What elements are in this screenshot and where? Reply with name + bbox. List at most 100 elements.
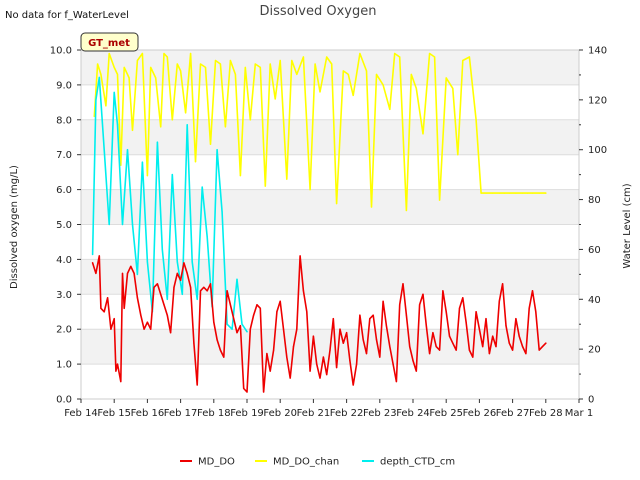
data-point xyxy=(219,349,222,351)
data-point xyxy=(180,70,182,72)
legend-label: MD_DO xyxy=(198,457,235,468)
data-point xyxy=(115,370,117,372)
data-point xyxy=(121,272,124,274)
data-point xyxy=(183,262,185,264)
data-point xyxy=(319,91,321,93)
data-point xyxy=(191,261,193,263)
data-point xyxy=(429,353,431,355)
data-point xyxy=(282,328,285,330)
data-point xyxy=(319,377,321,379)
data-point xyxy=(442,290,444,292)
data-point xyxy=(116,73,119,76)
data-point xyxy=(289,377,291,379)
series-line-md-do-chan xyxy=(93,52,547,212)
data-point xyxy=(120,380,122,383)
data-point xyxy=(186,272,188,274)
data-point xyxy=(186,124,188,126)
data-point xyxy=(214,59,217,62)
grid-lines xyxy=(81,49,579,400)
data-point xyxy=(515,192,517,194)
data-point xyxy=(531,192,534,194)
data-point xyxy=(399,56,401,58)
data-point xyxy=(272,349,275,351)
data-point xyxy=(256,304,258,306)
data-point xyxy=(259,66,261,69)
y-tick-label: 4.0 xyxy=(56,255,72,266)
data-point xyxy=(286,178,288,180)
data-point xyxy=(433,56,436,58)
y2-tick-label: 0 xyxy=(588,395,594,406)
data-point xyxy=(365,353,368,355)
data-point xyxy=(385,325,388,327)
data-point xyxy=(108,52,110,55)
data-point xyxy=(128,77,130,79)
x-tick-label: Feb 21 xyxy=(297,408,331,419)
y-tick-label: 1.0 xyxy=(56,360,72,371)
data-point xyxy=(375,339,378,341)
data-point xyxy=(415,370,417,372)
data-point xyxy=(438,349,441,351)
data-point xyxy=(233,318,235,320)
data-point xyxy=(146,175,148,177)
data-point xyxy=(291,59,293,62)
y2-tick-label: 140 xyxy=(588,46,607,57)
data-point xyxy=(206,236,208,238)
data-point xyxy=(141,52,144,55)
data-point xyxy=(95,99,97,101)
data-point xyxy=(166,314,168,316)
data-point xyxy=(475,311,477,313)
data-point xyxy=(306,311,308,313)
data-point xyxy=(123,307,125,309)
data-point xyxy=(199,290,202,292)
data-point xyxy=(113,91,115,93)
x-tick-label: Feb 25 xyxy=(429,408,463,419)
data-point xyxy=(505,325,507,327)
data-point xyxy=(346,332,348,334)
data-point xyxy=(415,87,417,89)
data-point xyxy=(249,119,251,121)
data-point xyxy=(196,384,198,386)
data-point xyxy=(342,70,344,72)
data-point xyxy=(203,286,205,288)
data-point xyxy=(140,314,142,316)
data-point xyxy=(229,59,231,62)
data-point xyxy=(216,339,218,341)
y-tick-label: 10.0 xyxy=(50,46,72,57)
data-point xyxy=(100,307,102,309)
data-point xyxy=(219,63,222,65)
data-point xyxy=(329,349,331,351)
data-point xyxy=(485,192,487,194)
data-point xyxy=(314,63,316,65)
data-point xyxy=(131,223,134,226)
data-point xyxy=(176,63,178,65)
data-point xyxy=(369,318,371,320)
data-point xyxy=(241,323,243,325)
data-point xyxy=(545,192,547,194)
series-layer xyxy=(91,52,547,393)
y-axis-label: Dissolved oxygen (mg/L) xyxy=(9,165,20,289)
data-point xyxy=(189,52,192,55)
data-point xyxy=(488,353,490,355)
data-point xyxy=(355,363,358,365)
data-point xyxy=(498,300,500,302)
data-point xyxy=(409,346,411,348)
data-point xyxy=(244,66,246,69)
x-tick-label: Feb 17 xyxy=(164,408,198,419)
data-point xyxy=(131,129,134,131)
x-tick-label: Mar 1 xyxy=(565,408,593,419)
data-point xyxy=(538,192,540,194)
data-point xyxy=(389,346,391,348)
data-point xyxy=(445,311,447,313)
data-point xyxy=(438,199,441,201)
data-point xyxy=(213,321,215,323)
data-point xyxy=(189,286,192,288)
data-point xyxy=(389,108,391,110)
data-point xyxy=(392,363,394,365)
data-point xyxy=(372,314,374,316)
data-point xyxy=(399,304,401,306)
data-point xyxy=(472,356,474,358)
legend-label: MD_DO_chan xyxy=(273,457,339,468)
y-tick-label: 5.0 xyxy=(56,220,72,231)
data-point xyxy=(121,223,124,226)
